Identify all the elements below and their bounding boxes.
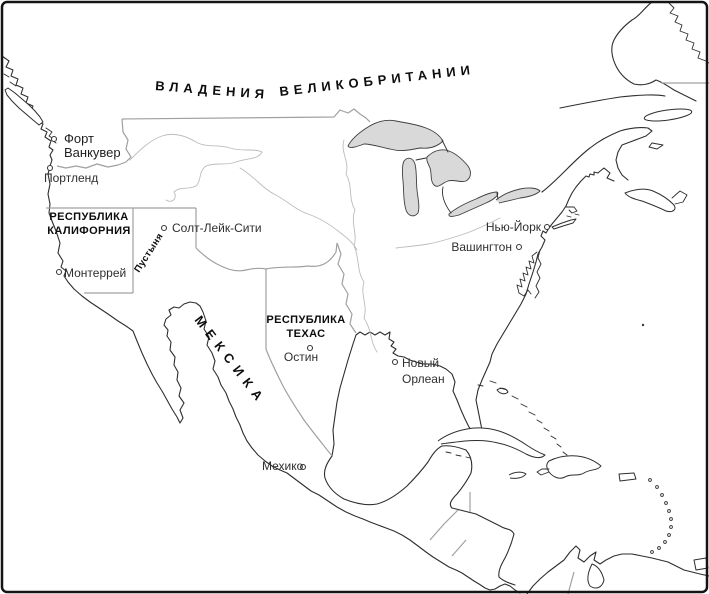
coastline-caribbean-central-america [323,445,516,586]
city-marker-salt-lake-city [160,224,168,232]
vancouver-island [4,87,44,126]
city-marker-mexico-city [299,463,307,471]
lake-erie [448,191,499,217]
bahamas-chain [477,380,568,456]
long-island [551,218,577,230]
st-lawrence-north-shore [559,94,666,109]
columbia-snake-rivers [129,133,263,202]
hispaniola [546,455,602,479]
border-british-possessions [121,108,371,123]
political-borders [46,82,709,594]
label-mexico-city: Мехико [262,459,304,473]
label-new-orleans-line1: Новый [402,356,439,370]
labrador-corner-fjords [667,1,709,64]
label-portland: Портленд [44,171,98,185]
fjord-details [3,73,57,144]
anticosti-island [643,108,693,122]
chesapeake-bay [516,249,542,299]
border-columbia-river [56,118,132,169]
tiburon-peninsula [536,468,550,476]
st-lawrence-south-shore [541,127,653,193]
label-fort-vancouver-line1: Форт [64,131,94,146]
coastline-pacific [1,55,521,594]
great-lakes [347,119,541,217]
border-texas-east-sabine [336,242,357,334]
city-marker-new-york [543,223,551,231]
city-marker-austin [306,344,314,352]
lake-ontario [495,187,541,204]
coastline-south-america [526,545,709,594]
missouri-river [239,167,358,251]
lake-connectors [415,139,499,214]
cuba [437,427,546,458]
cuba-cays [445,451,471,459]
label-new-york: Нью-Йорк [486,219,542,234]
lesser-antilles [648,478,673,554]
label-monterey: Монтеррей [64,266,126,280]
label-british-possessions-word1: ВЛАДЕНИЯ [155,78,270,102]
coastline-atlantic-gulf [331,167,615,457]
city-marker-monterey [55,268,63,276]
label-texas-republic-line2: ТЕХАС [286,328,325,340]
bermuda [641,323,645,327]
borders-central-america [429,492,575,594]
labrador-coast [611,1,697,102]
lake-superior [347,119,444,151]
border-texas-north-red-river [265,242,338,270]
border-rio-grande [265,348,333,457]
nova-scotia [624,188,676,212]
label-texas-republic-line1: РЕСПУБЛИКА [266,314,345,326]
label-washington: Вашингтон [451,240,512,254]
city-marker-washington [515,243,523,251]
label-british-possessions-word2: ВЕЛИКОБРИТАНИИ [279,62,476,99]
label-austin: Остин [284,350,318,364]
label-california-republic-line2: КАЛИФОРНИЯ [47,225,130,237]
lake-michigan [401,157,420,217]
city-marker-portland [46,164,54,172]
rivers [129,133,501,353]
label-new-orleans-line2: Орлеан [402,372,445,386]
mississippi-river [342,139,378,353]
border-colorado-river [195,247,267,272]
label-fort-vancouver-line2: Ванкувер [64,145,121,160]
puerto-rico [618,472,637,482]
jamaica [508,471,527,479]
prince-edward-island [648,142,664,150]
city-marker-new-orleans [391,358,399,366]
label-california-republic-line1: РЕСПУБЛИКА [49,211,128,223]
lake-maracaibo [587,563,605,589]
lake-huron [426,149,471,187]
cape-breton [671,190,688,205]
label-mexico: МЕКСИКА [192,313,270,408]
label-desert: Пустыня [132,231,166,274]
cape-cod [565,206,580,218]
city-marker-fort-vancouver [50,135,58,143]
city-labels: Форт Ванкувер Портленд Монтеррей Солт-Ле… [44,131,542,473]
caribbean-islands [437,323,673,554]
ohio-river [395,217,501,249]
city-markers [46,135,551,471]
label-salt-lake-city: Солт-Лейк-Сити [172,221,262,235]
